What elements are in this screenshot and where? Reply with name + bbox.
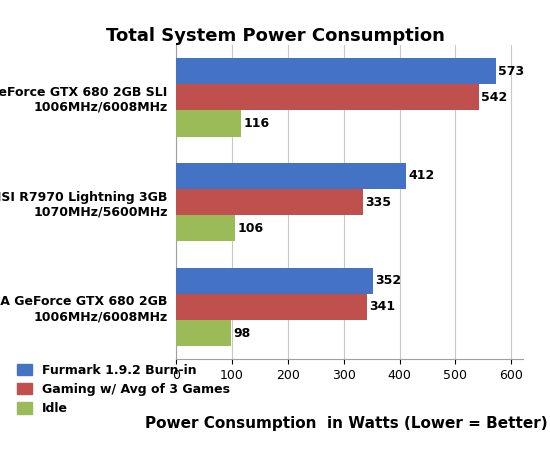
Bar [176,268,373,294]
Text: 98: 98 [233,326,250,339]
Bar [176,189,363,215]
Bar [176,110,241,136]
Text: 335: 335 [365,196,392,208]
Bar [176,58,496,84]
Text: 542: 542 [481,91,508,104]
Text: 341: 341 [369,300,395,313]
Bar [176,163,406,189]
Text: Power Consumption  in Watts (Lower = Better): Power Consumption in Watts (Lower = Bett… [145,416,548,431]
Text: 352: 352 [375,274,401,287]
Bar [176,320,231,346]
Text: 412: 412 [409,169,434,182]
Text: 573: 573 [498,65,525,78]
Text: 116: 116 [243,117,269,130]
Bar [176,215,235,242]
Bar [176,294,366,320]
Text: Total System Power Consumption: Total System Power Consumption [106,27,444,45]
Text: 106: 106 [238,222,263,235]
Bar [176,84,479,110]
Legend: Furmark 1.9.2 Burn-in, Gaming w/ Avg of 3 Games, Idle: Furmark 1.9.2 Burn-in, Gaming w/ Avg of … [12,359,235,420]
